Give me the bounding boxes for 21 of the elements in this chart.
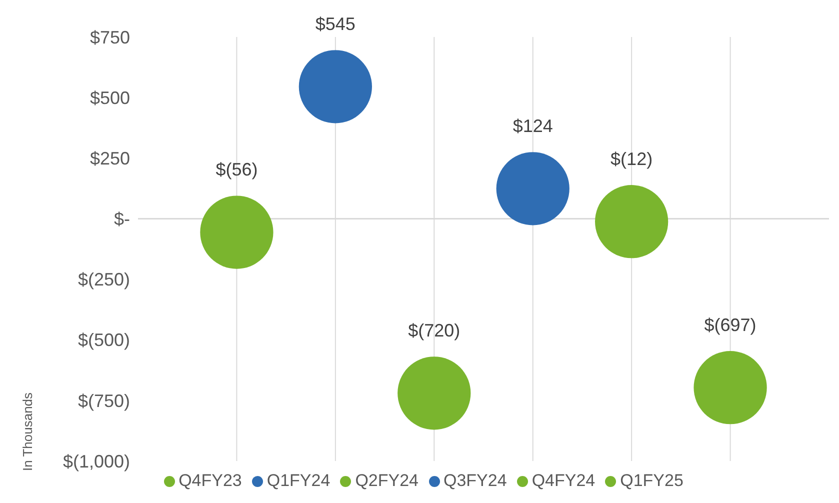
data-label: $545	[315, 14, 356, 34]
legend-label: Q3FY24	[444, 471, 507, 490]
legend-label: Q2FY24	[355, 471, 418, 490]
y-tick-label: $(750)	[78, 390, 130, 411]
y-tick-label: $(1,000)	[62, 451, 130, 472]
legend-label: Q1FY24	[266, 471, 330, 490]
y-tick-label: $(500)	[78, 330, 130, 350]
data-label: $124	[512, 116, 553, 136]
data-label: $(56)	[216, 160, 258, 180]
y-tick-label: $250	[90, 148, 130, 169]
y-tick-label: $500	[90, 88, 130, 108]
data-label: $(12)	[610, 149, 653, 170]
legend-label: Q4FY23	[178, 471, 242, 490]
data-label: $(697)	[704, 315, 756, 336]
y-tick-label: $750	[90, 27, 130, 48]
y-tick-label: $-	[114, 209, 130, 230]
y-tick-label: $(250)	[78, 270, 130, 290]
data-label: $(720)	[408, 320, 460, 341]
y-axis-title: In Thousands	[20, 392, 35, 471]
legend-label: Q1FY25	[620, 471, 684, 490]
legend-label: Q4FY24	[532, 471, 596, 490]
